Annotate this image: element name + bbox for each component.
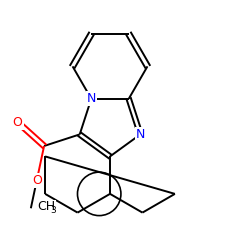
Text: N: N [136, 128, 145, 141]
Text: N: N [86, 92, 96, 105]
Text: 3: 3 [51, 206, 56, 216]
Text: O: O [13, 116, 22, 129]
Text: CH: CH [38, 200, 56, 213]
Text: O: O [32, 174, 42, 187]
